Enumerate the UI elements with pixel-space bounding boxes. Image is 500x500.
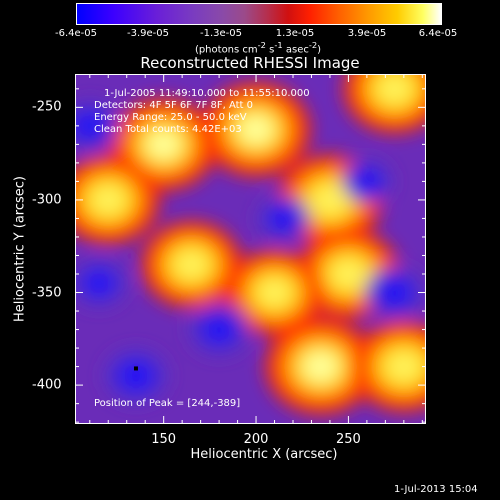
bright-region	[146, 129, 181, 160]
x-axis-label: Heliocentric X (arcsec)	[190, 447, 338, 462]
colorbar-units: (photons cm-2 s-1 asec-2)	[194, 40, 322, 56]
y-axis-label: Heliocentric Y (arcsec)	[12, 176, 28, 322]
energy-range-label: Energy Range: 25.0 - 50.0 keV	[94, 112, 247, 123]
dark-region	[272, 208, 296, 229]
chart-title: Reconstructed RHESSI Image	[140, 54, 360, 72]
x-tick-label: 150	[151, 432, 177, 447]
dark-region	[381, 281, 408, 304]
y-tick-label: -400	[32, 377, 62, 393]
colorbar-tick: 3.9e-05	[347, 28, 387, 39]
colorbar-tick: -3.9e-05	[127, 28, 169, 39]
dark-region	[77, 115, 103, 137]
colorbar-tick: -1.3e-05	[200, 28, 242, 39]
colorbar-tick: 1.3e-05	[275, 28, 315, 39]
x-tick-label: 200	[243, 432, 269, 447]
time-range-label: 1-Jul-2005 11:49:10.000 to 11:55:10.000	[104, 88, 310, 99]
colorbar-tick: 6.4e-05	[418, 28, 458, 39]
colorbar	[76, 3, 442, 25]
dark-region	[122, 364, 150, 388]
dark-region	[87, 273, 111, 294]
bright-region	[303, 351, 339, 382]
peak-position-label: Position of Peak = [244,-389]	[94, 398, 241, 409]
bright-region	[91, 185, 125, 215]
detectors-label: Detectors: 4F 5F 6F 7F 8F, Att 0	[94, 100, 254, 111]
bright-region	[387, 352, 421, 382]
x-tick-label: 250	[335, 432, 361, 447]
dark-region	[206, 318, 233, 341]
y-tick-label: -250	[32, 99, 62, 115]
y-tick-label: -350	[32, 285, 62, 301]
bright-region	[258, 278, 291, 307]
footer-date: 1-Jul-2013 15:04	[394, 484, 478, 495]
clean-counts-label: Clean Total counts: 4.42E+03	[94, 124, 242, 135]
bright-region	[175, 250, 208, 279]
heatmap-plot	[75, 74, 426, 424]
plot-frame	[75, 74, 426, 424]
bright-region	[332, 259, 365, 289]
bright-region	[238, 114, 274, 145]
bright-region	[378, 74, 411, 104]
dark-region	[355, 172, 378, 191]
peak-marker	[133, 366, 138, 371]
y-tick-label: -300	[32, 192, 62, 208]
bright-region	[313, 185, 347, 215]
colorbar-tick: -6.4e-05	[55, 28, 97, 39]
